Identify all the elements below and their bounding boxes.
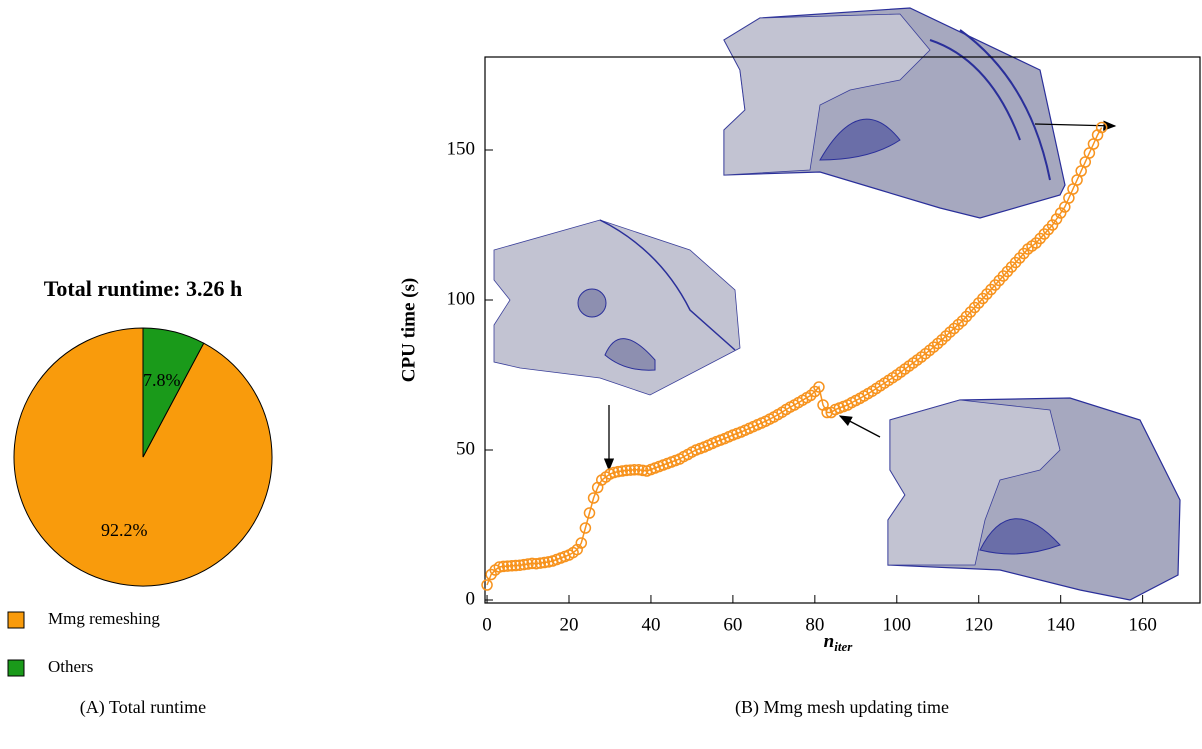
x-tick-label: 160 [1128, 614, 1157, 635]
x-tick-label: 120 [964, 614, 993, 635]
caption: (A) Total runtime [80, 697, 206, 718]
mesh-illustration [494, 220, 740, 395]
caption: (B) Mmg mesh updating time [735, 697, 949, 718]
x-tick-label: 20 [559, 614, 578, 635]
slice-label: 92.2% [101, 520, 148, 540]
x-axis-label: niter [824, 631, 854, 654]
legend-label: Mmg remeshing [48, 609, 160, 628]
y-tick-label: 0 [466, 588, 476, 609]
mesh-illustration [724, 8, 1065, 218]
slice-label: 7.8% [143, 370, 181, 390]
x-tick-label: 60 [723, 614, 742, 635]
x-tick-label: 40 [641, 614, 660, 635]
y-tick-label: 50 [456, 438, 475, 459]
x-axis-label-subscript: iter [834, 639, 853, 654]
x-tick-label: 140 [1046, 614, 1075, 635]
arrow [840, 416, 880, 437]
legend-swatch [8, 660, 24, 676]
x-tick-label: 0 [482, 614, 492, 635]
y-tick-label: 150 [447, 138, 476, 159]
x-axis-label-base: n [824, 631, 835, 652]
mesh-illustration [888, 398, 1180, 600]
y-axis-label: CPU time (s) [398, 278, 419, 382]
legend-label: Others [48, 657, 93, 676]
x-tick-label: 80 [805, 614, 824, 635]
legend-swatch [8, 612, 24, 628]
pie-title: Total runtime: 3.26 h [44, 276, 242, 301]
y-tick-label: 100 [447, 288, 476, 309]
figure: Total runtime: 3.26 h (A) Total runtime … [0, 0, 1202, 749]
x-tick-label: 100 [883, 614, 912, 635]
